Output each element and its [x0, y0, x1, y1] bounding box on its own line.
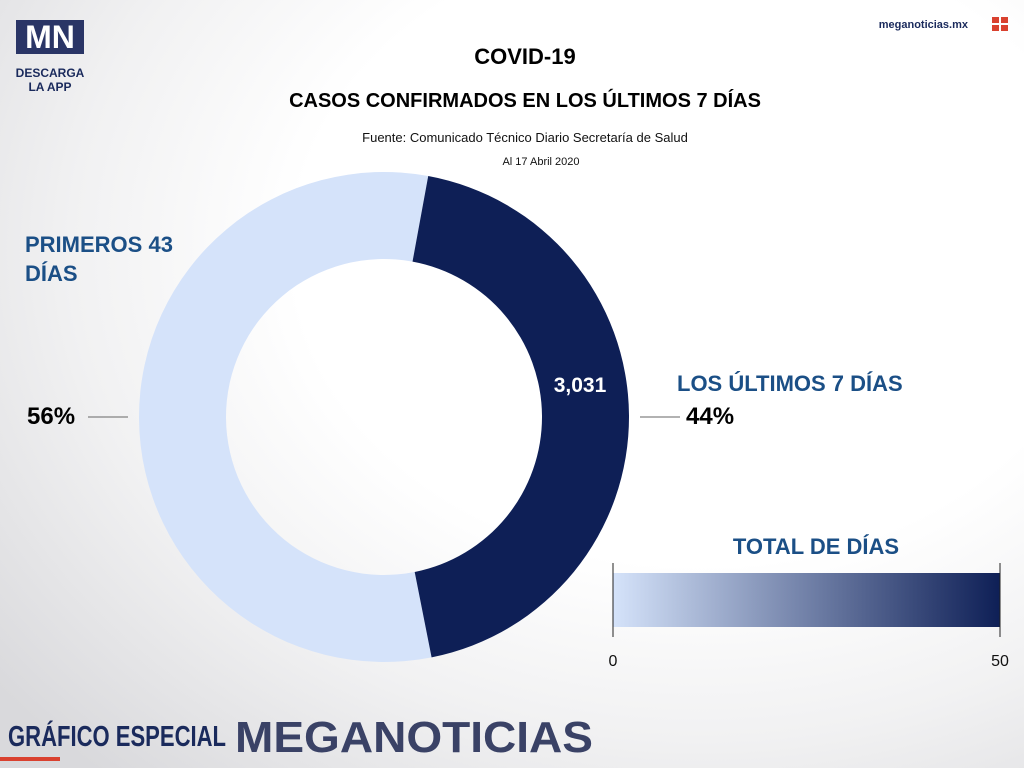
footer-right: MEGANOTICIAS [235, 713, 593, 762]
app-text: DESCARGA LA APP [15, 66, 85, 94]
logo-box [16, 20, 84, 54]
title: COVID-19 [474, 44, 575, 69]
colorbar-title: TOTAL DE DÍAS [733, 534, 899, 559]
donut [138, 172, 629, 662]
colorbar [613, 573, 1000, 627]
donut-segment [412, 176, 629, 658]
donut-segment [138, 172, 432, 662]
site: meganoticias.mx [879, 19, 969, 31]
colorbar-tick-label: 50 [991, 653, 1009, 670]
site-icon [992, 17, 1008, 31]
subtitle: CASOS CONFIRMADOS EN LOS ÚLTIMOS 7 DÍAS [289, 88, 761, 112]
footer-left: GRÁFICO ESPECIAL [8, 719, 226, 753]
annotation: 3,031 [554, 374, 607, 397]
date: Al 17 Abril 2020 [502, 156, 579, 168]
category-label: LOS ÚLTIMOS 7 DÍAS [677, 371, 903, 396]
logo: MN [25, 19, 75, 55]
category-label: PRIMEROS 43 DÍAS [25, 232, 173, 286]
colorbar-ticks: 0 50 [609, 563, 1009, 670]
source: Fuente: Comunicado Técnico Diario Secret… [362, 130, 688, 145]
app-box: DESCARGA LA APP [15, 66, 85, 94]
colorbar-tick-label: 0 [609, 653, 618, 670]
value-label: 56% [27, 403, 76, 430]
value-label: 44% [686, 403, 735, 430]
footer-accent [0, 757, 60, 761]
